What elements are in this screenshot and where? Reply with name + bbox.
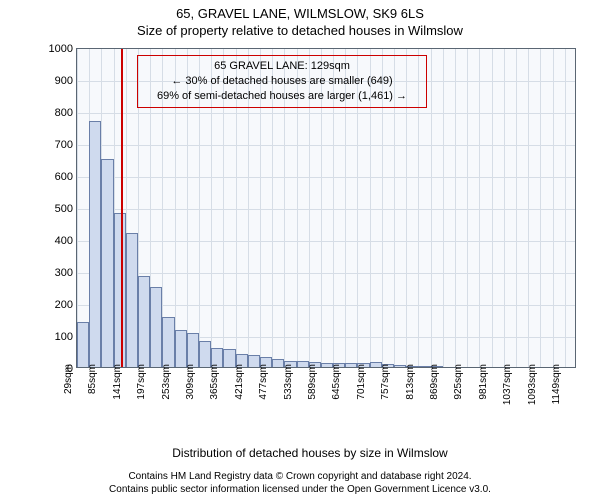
chart-container: Number of detached properties 0100200300… xyxy=(34,48,586,428)
x-tick-label: 365sqm xyxy=(205,364,220,414)
property-size-marker xyxy=(121,49,123,367)
y-tick-label: 800 xyxy=(55,107,77,119)
y-tick-label: 1000 xyxy=(49,43,77,55)
x-tick-label: 253sqm xyxy=(157,364,172,414)
y-tick-label: 300 xyxy=(55,267,77,279)
x-tick-label: 197sqm xyxy=(132,364,147,414)
footer-line-2: Contains public sector information licen… xyxy=(0,483,600,496)
histogram-bar xyxy=(150,287,162,367)
x-tick-label: 85sqm xyxy=(83,364,98,414)
x-tick-label: 477sqm xyxy=(254,364,269,414)
gridline-v xyxy=(443,49,444,367)
gridline-v xyxy=(455,49,456,367)
histogram-bar xyxy=(162,317,174,367)
plot-area: 0100200300400500600700800900100029sqm85s… xyxy=(76,48,576,368)
y-tick-label: 200 xyxy=(55,299,77,311)
page-title: 65, GRAVEL LANE, WILMSLOW, SK9 6LS xyxy=(0,6,600,21)
x-tick-label: 757sqm xyxy=(376,364,391,414)
annotation-line-1: 65 GRAVEL LANE: 129sqm xyxy=(144,59,420,74)
gridline-h xyxy=(77,209,575,210)
gridline-v xyxy=(479,49,480,367)
x-tick-label: 645sqm xyxy=(327,364,342,414)
x-tick-label: 309sqm xyxy=(181,364,196,414)
x-tick-label: 29sqm xyxy=(59,364,74,414)
x-tick-label: 1037sqm xyxy=(498,364,513,414)
gridline-h xyxy=(77,241,575,242)
x-tick-label: 1093sqm xyxy=(523,364,538,414)
x-axis-label: Distribution of detached houses by size … xyxy=(34,446,586,460)
y-tick-label: 600 xyxy=(55,171,77,183)
y-tick-label: 900 xyxy=(55,75,77,87)
y-tick-label: 500 xyxy=(55,203,77,215)
gridline-h xyxy=(77,113,575,114)
annotation-box: 65 GRAVEL LANE: 129sqm← 30% of detached … xyxy=(137,55,427,108)
x-tick-label: 981sqm xyxy=(474,364,489,414)
gridline-v xyxy=(504,49,505,367)
gridline-v xyxy=(492,49,493,367)
histogram-bar xyxy=(138,276,150,367)
footer-attribution: Contains HM Land Registry data © Crown c… xyxy=(0,470,600,496)
gridline-v xyxy=(528,49,529,367)
x-tick-label: 701sqm xyxy=(352,364,367,414)
gridline-v xyxy=(553,49,554,367)
gridline-v xyxy=(516,49,517,367)
x-tick-label: 1149sqm xyxy=(547,364,562,414)
gridline-h xyxy=(77,177,575,178)
x-tick-label: 813sqm xyxy=(401,364,416,414)
annotation-line-3: 69% of semi-detached houses are larger (… xyxy=(144,89,420,104)
gridline-h xyxy=(77,273,575,274)
histogram-bar xyxy=(77,322,89,367)
histogram-bar xyxy=(175,330,187,367)
x-tick-label: 141sqm xyxy=(108,364,123,414)
gridline-v xyxy=(77,49,78,367)
page-subtitle: Size of property relative to detached ho… xyxy=(0,23,600,38)
x-tick-label: 925sqm xyxy=(449,364,464,414)
x-tick-label: 533sqm xyxy=(279,364,294,414)
gridline-v xyxy=(431,49,432,367)
histogram-bar xyxy=(126,233,138,367)
y-tick-label: 700 xyxy=(55,139,77,151)
footer-line-1: Contains HM Land Registry data © Crown c… xyxy=(0,470,600,483)
gridline-v xyxy=(540,49,541,367)
y-tick-label: 400 xyxy=(55,235,77,247)
y-tick-label: 100 xyxy=(55,331,77,343)
histogram-bar xyxy=(101,159,113,367)
x-tick-label: 589sqm xyxy=(303,364,318,414)
histogram-bar xyxy=(89,121,101,367)
gridline-h xyxy=(77,145,575,146)
gridline-v xyxy=(565,49,566,367)
annotation-line-2: ← 30% of detached houses are smaller (64… xyxy=(144,74,420,89)
histogram-bar xyxy=(187,333,199,367)
x-tick-label: 869sqm xyxy=(425,364,440,414)
gridline-v xyxy=(467,49,468,367)
x-tick-label: 421sqm xyxy=(230,364,245,414)
